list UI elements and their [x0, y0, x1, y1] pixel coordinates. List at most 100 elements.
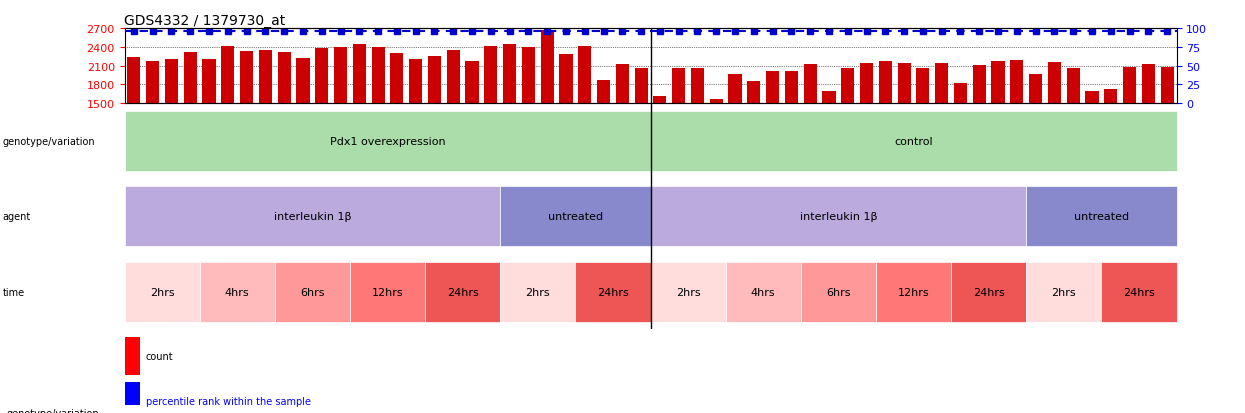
Bar — [898, 63, 910, 104]
Bar — [371, 47, 385, 104]
Bar — [410, 59, 422, 104]
Bar — [124, 262, 199, 322]
Bar — [1067, 69, 1079, 104]
Bar — [222, 47, 234, 104]
Bar — [876, 262, 951, 322]
Bar — [766, 72, 779, 104]
Text: agent: agent — [2, 212, 31, 222]
Bar — [447, 51, 459, 104]
Bar — [124, 112, 650, 172]
Bar — [240, 52, 253, 104]
Bar — [1030, 75, 1042, 104]
Bar — [860, 63, 873, 104]
Bar — [428, 57, 441, 104]
Text: 4hrs: 4hrs — [751, 287, 776, 297]
Bar — [803, 64, 817, 104]
Bar — [972, 66, 986, 104]
Bar — [1048, 63, 1061, 104]
Bar — [842, 69, 854, 104]
Bar — [991, 62, 1005, 104]
Text: 24hrs: 24hrs — [447, 287, 478, 297]
Bar — [823, 92, 835, 104]
Bar — [726, 262, 801, 322]
Bar — [635, 69, 647, 104]
Text: 2hrs: 2hrs — [1052, 287, 1076, 297]
Bar — [275, 262, 350, 322]
Bar — [391, 54, 403, 104]
Bar — [1086, 92, 1098, 104]
Text: time: time — [2, 287, 25, 297]
Bar — [500, 187, 650, 247]
Text: 2hrs: 2hrs — [525, 287, 550, 297]
Bar — [334, 48, 347, 104]
Bar — [522, 48, 535, 104]
Bar — [484, 47, 498, 104]
Text: Pdx1 overexpression: Pdx1 overexpression — [330, 137, 446, 147]
Bar — [199, 262, 275, 322]
Bar — [146, 62, 159, 104]
Bar — [503, 45, 517, 104]
Bar — [350, 262, 425, 322]
Text: 2hrs: 2hrs — [149, 287, 174, 297]
Bar — [466, 62, 478, 104]
Bar — [1104, 90, 1117, 104]
Text: 6hrs: 6hrs — [300, 287, 325, 297]
Bar — [650, 187, 1026, 247]
Bar — [954, 83, 967, 104]
Bar — [672, 69, 685, 104]
Text: interleukin 1β: interleukin 1β — [799, 212, 878, 222]
Bar — [650, 112, 1177, 172]
Bar — [1010, 61, 1023, 104]
Bar — [124, 337, 141, 375]
Text: 24hrs: 24hrs — [598, 287, 629, 297]
Bar — [935, 63, 949, 104]
Bar — [596, 81, 610, 104]
Bar — [801, 262, 876, 322]
Text: count: count — [146, 351, 173, 361]
Text: 4hrs: 4hrs — [225, 287, 249, 297]
Bar — [315, 49, 329, 104]
Bar — [710, 100, 723, 104]
Text: GDS4332 / 1379730_at: GDS4332 / 1379730_at — [124, 14, 286, 28]
Bar — [259, 51, 271, 104]
Bar — [784, 71, 798, 104]
Text: 24hrs: 24hrs — [1123, 287, 1155, 297]
Text: interleukin 1β: interleukin 1β — [274, 212, 351, 222]
Bar — [1142, 64, 1155, 104]
Bar — [559, 55, 573, 104]
Bar — [691, 69, 705, 104]
Bar — [1026, 262, 1102, 322]
Bar — [124, 187, 500, 247]
Text: 12hrs: 12hrs — [898, 287, 929, 297]
Text: untreated: untreated — [1074, 212, 1129, 222]
Bar — [616, 64, 629, 104]
Bar — [296, 59, 310, 104]
Bar — [728, 75, 742, 104]
Bar — [951, 262, 1026, 322]
Bar — [352, 45, 366, 104]
Text: untreated: untreated — [548, 212, 603, 222]
Bar — [203, 59, 215, 104]
Bar — [879, 62, 891, 104]
Bar — [127, 58, 141, 104]
Text: genotype/variation: genotype/variation — [2, 137, 95, 147]
Text: 24hrs: 24hrs — [972, 287, 1005, 297]
Bar — [1102, 262, 1177, 322]
Bar — [184, 53, 197, 104]
Bar — [500, 262, 575, 322]
Bar — [578, 46, 591, 104]
Text: control: control — [894, 137, 933, 147]
Bar — [540, 31, 554, 104]
Bar — [425, 262, 500, 322]
Text: genotype/variation: genotype/variation — [6, 408, 98, 413]
Bar — [1123, 68, 1137, 104]
Bar — [654, 97, 666, 104]
Bar — [1026, 187, 1177, 247]
Bar — [575, 262, 650, 322]
Text: percentile rank within the sample: percentile rank within the sample — [146, 396, 310, 406]
Text: 12hrs: 12hrs — [372, 287, 403, 297]
Bar — [278, 53, 291, 104]
Bar — [1160, 68, 1174, 104]
Bar — [747, 81, 761, 104]
Bar — [916, 69, 930, 104]
